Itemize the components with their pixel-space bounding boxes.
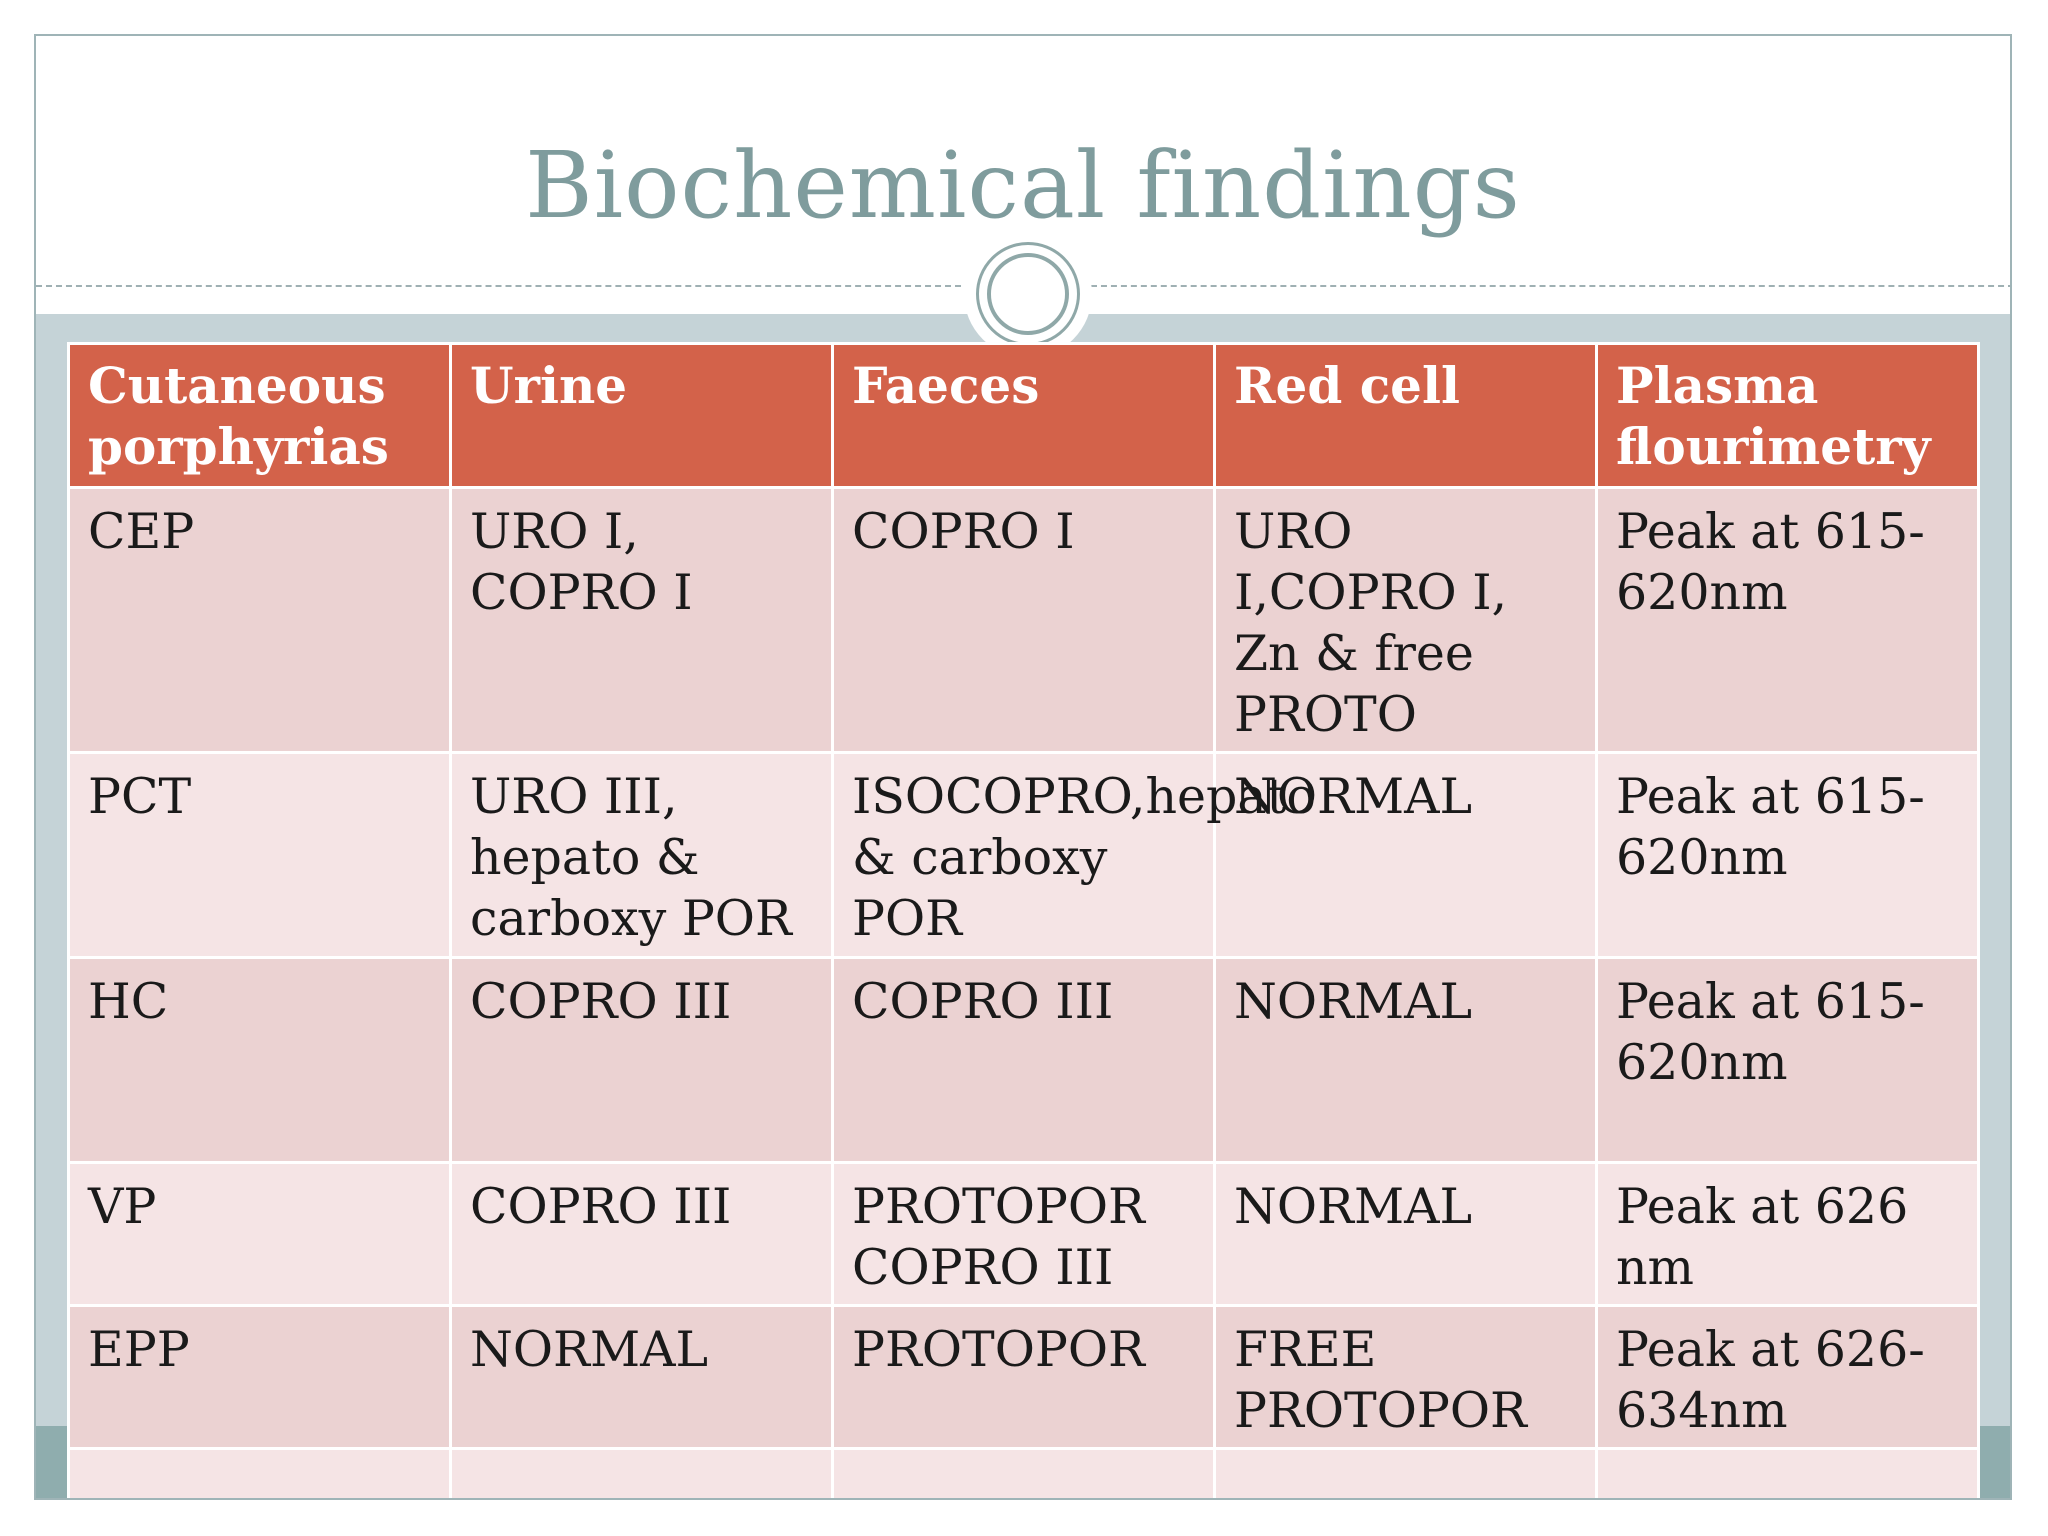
table-cell: NORMAL: [449, 1304, 834, 1450]
table-cell: NORMAL: [1213, 1161, 1598, 1307]
table-cell: ISOCOPRO,hepato & carboxy POR: [831, 751, 1316, 959]
table-cell: Peak at 615-620nm: [1595, 956, 1980, 1164]
table-cell: COPRO III: [449, 956, 834, 1164]
table-cell: Peak at 626-634nm: [1595, 1304, 1980, 1450]
table-cell: Peak at 626 nm: [1595, 1161, 1980, 1307]
table-cell: URO I, COPRO I: [449, 486, 834, 754]
findings-table: Cutaneous porphyrias Urine Faeces Red ce…: [67, 342, 1980, 1498]
title-divider-left: [36, 285, 971, 287]
table-cell: COPRO III: [449, 1161, 834, 1307]
header-cell-plasma-flourimetry: Plasma flourimetry: [1595, 342, 1980, 489]
table-row: HC COPRO III COPRO III NORMAL Peak at 61…: [67, 956, 1980, 1164]
table-cell: FREE PROTOPOR: [1213, 1304, 1598, 1450]
header-cell-cutaneous-porphyrias: Cutaneous porphyrias: [67, 342, 452, 489]
table-header-row: Cutaneous porphyrias Urine Faeces Red ce…: [67, 342, 1980, 489]
table-cell: CEP: [67, 486, 452, 754]
table-cell: HC: [67, 956, 452, 1164]
table-cell: Peak at 615-620nm: [1595, 751, 1980, 959]
table-row: EPP NORMAL PROTOPOR FREE PROTOPOR Peak a…: [67, 1304, 1980, 1450]
table-row: VP COPRO III PROTOPOR COPRO III NORMAL P…: [67, 1161, 1980, 1307]
header-cell-faeces: Faeces: [831, 342, 1216, 489]
table-row: CEP URO I, COPRO I COPRO I URO I,COPRO I…: [67, 486, 1980, 754]
table-cell: PCT: [67, 751, 452, 959]
header-cell-red-cell: Red cell: [1213, 342, 1598, 489]
slide: Biochemical findings Cutaneous porphyria…: [34, 34, 2012, 1500]
table-cell: VP: [67, 1161, 452, 1307]
table-cell: [831, 1447, 1216, 1498]
table-cell: Peak at 615-620nm: [1595, 486, 1980, 754]
table-row-empty: [67, 1447, 1980, 1498]
table-cell: PROTOPOR COPRO III: [831, 1161, 1216, 1307]
header-cell-urine: Urine: [449, 342, 834, 489]
table-row: PCT URO III, hepato & carboxy POR ISOCOP…: [67, 751, 1980, 959]
table-cell: COPRO I: [831, 486, 1216, 754]
table-cell: PROTOPOR: [831, 1304, 1216, 1450]
slide-title: Biochemical findings: [525, 132, 1521, 239]
table-cell: URO I,COPRO I, Zn & free PROTO: [1213, 486, 1598, 754]
table-cell: NORMAL: [1213, 751, 1598, 959]
table-cell: [449, 1447, 834, 1498]
table-cell: NORMAL: [1213, 956, 1598, 1164]
table-cell: [1595, 1447, 1980, 1498]
table-cell: [67, 1447, 452, 1498]
table-cell: URO III, hepato & carboxy POR: [449, 751, 834, 959]
table-cell: EPP: [67, 1304, 452, 1450]
table-cell: COPRO III: [831, 956, 1216, 1164]
title-divider-right: [1091, 285, 2010, 287]
table-cell: [1213, 1447, 1598, 1498]
circle-ornament-inner: [987, 253, 1069, 335]
